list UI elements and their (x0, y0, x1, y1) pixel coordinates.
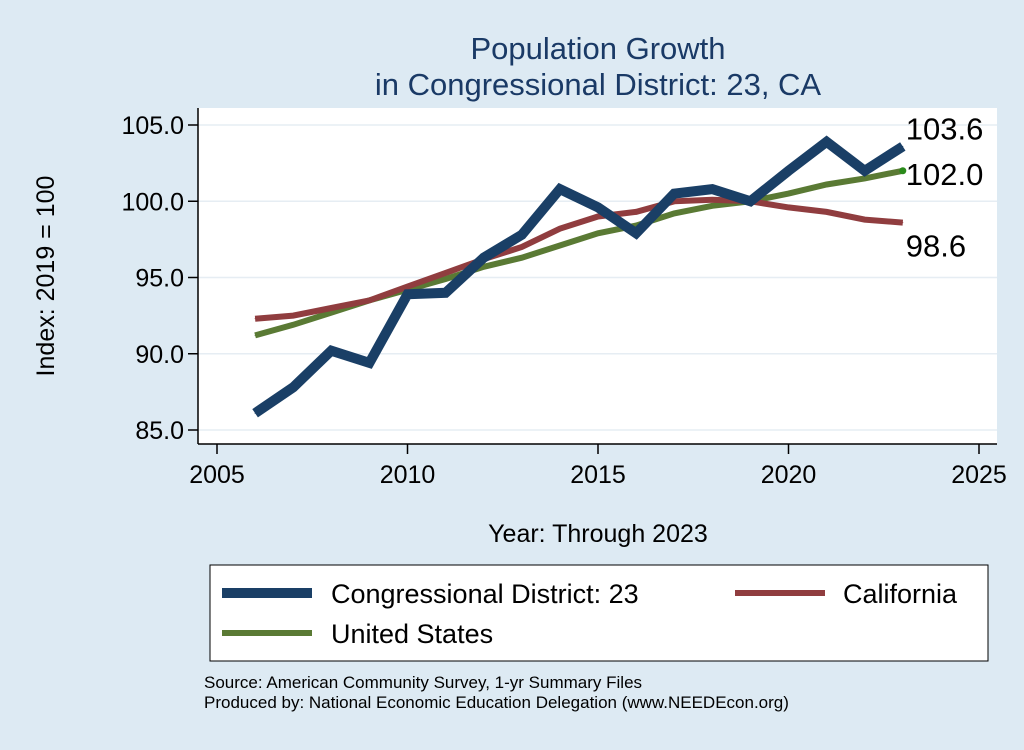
legend: Congressional District: 23 California Unit… (222, 579, 958, 649)
end-label-layer: 103.6 102.0 98.6 (899, 111, 984, 264)
point-california-2010 (407, 286, 408, 288)
x-tick-label-3: 2020 (761, 461, 817, 489)
point-united-states-2014 (559, 244, 561, 246)
point-cd23-2018 (711, 188, 713, 190)
point-california-2022 (864, 219, 866, 221)
chart-title-line-1: Population Growth (470, 31, 725, 66)
point-cd23-2019 (749, 200, 751, 202)
point-california-2006 (254, 318, 256, 320)
point-united-states-2020 (788, 193, 789, 195)
point-california-2014 (559, 228, 561, 230)
point-california-2016 (635, 211, 637, 213)
point-california-2021 (826, 211, 828, 213)
point-united-states-2011 (445, 278, 447, 280)
us-end-marker (899, 167, 907, 175)
y-tick-label-2: 95.0 (135, 265, 184, 293)
point-united-states-2015 (597, 232, 599, 234)
point-cd23-2020 (788, 170, 789, 172)
point-cd23-2014 (559, 188, 561, 190)
point-cd23-2021 (826, 141, 828, 143)
legend-label-california: California (843, 579, 958, 609)
end-label-united-states: 102.0 (906, 157, 984, 192)
series-line-california (254, 196, 904, 322)
point-california-2015 (597, 216, 599, 217)
chart-title-line-2: in Congressional District: 23, CA (375, 67, 822, 102)
y-tick-label-4: 105.0 (121, 112, 184, 140)
series-line-cd23 (252, 135, 906, 418)
point-united-states-2018 (711, 205, 713, 207)
point-california-2013 (521, 246, 523, 248)
y-tick-label-0: 85.0 (135, 417, 184, 445)
point-cd23-2006 (254, 412, 256, 414)
y-axis-label: Index: 2019 = 100 (32, 176, 60, 377)
series-layer (252, 135, 906, 418)
x-tick-label-1: 2010 (380, 461, 436, 489)
point-california-2011 (445, 272, 447, 274)
point-united-states-2021 (826, 183, 828, 185)
point-california-2018 (711, 199, 713, 201)
point-united-states-2013 (521, 257, 523, 259)
point-california-2008 (330, 307, 332, 309)
x-tick-label-4: 2025 (951, 461, 1007, 489)
point-united-states-2017 (673, 212, 675, 214)
end-label-cd23: 103.6 (906, 111, 984, 146)
legend-label-united-states: United States (331, 619, 493, 649)
point-united-states-2022 (864, 177, 866, 179)
end-label-california: 98.6 (906, 229, 966, 264)
point-cd23-2015 (597, 206, 599, 208)
point-cd23-2016 (635, 232, 637, 234)
point-cd23-2022 (864, 170, 866, 172)
point-california-2007 (292, 315, 294, 317)
axis-layer: 85.0 90.0 95.0 100.0 105.0 2005 2010 2015 2020 20… (121, 108, 1007, 489)
point-cd23-2023 (902, 145, 904, 147)
legend-box (209, 564, 989, 662)
point-cd23-2011 (445, 292, 447, 294)
point-california-2023 (902, 222, 904, 224)
point-cd23-2008 (330, 350, 332, 352)
point-cd23-2017 (673, 193, 675, 195)
point-cd23-2009 (368, 362, 370, 364)
source-note: Source: American Community Survey, 1-yr … (204, 673, 642, 692)
legend-label-cd23: Congressional District: 23 (331, 579, 639, 609)
point-united-states-2007 (292, 324, 294, 326)
point-united-states-2006 (254, 334, 256, 336)
y-tick-label-3: 100.0 (121, 188, 184, 216)
x-axis-label: Year: Through 2023 (488, 520, 708, 548)
point-california-2009 (368, 299, 370, 301)
point-cd23-2007 (292, 386, 294, 388)
x-tick-label-0: 2005 (189, 461, 245, 489)
point-cd23-2010 (407, 293, 408, 295)
point-cd23-2013 (521, 234, 523, 236)
point-cd23-2012 (483, 257, 485, 259)
y-tick-label-1: 90.0 (135, 341, 184, 369)
point-united-states-2008 (330, 312, 332, 314)
produced-by-note: Produced by: National Economic Education… (204, 693, 789, 712)
point-united-states-2012 (483, 266, 485, 268)
point-california-2020 (788, 206, 789, 208)
x-tick-label-2: 2015 (570, 461, 626, 489)
